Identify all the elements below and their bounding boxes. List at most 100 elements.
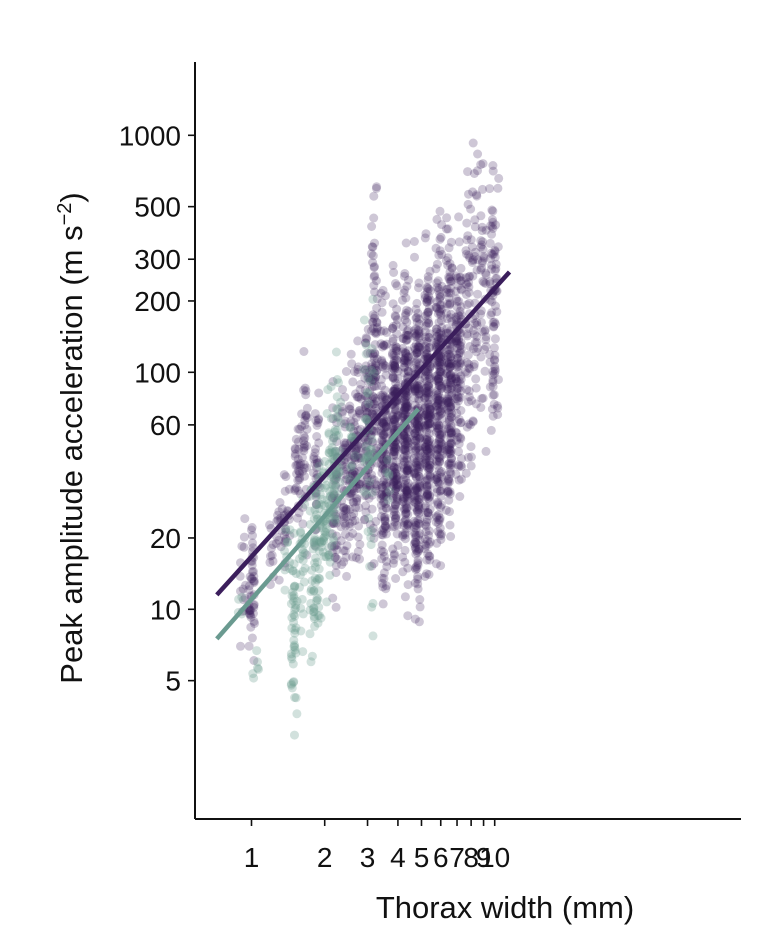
data-point [390, 361, 400, 371]
data-point [392, 304, 402, 314]
data-point [398, 411, 408, 421]
data-point [400, 444, 410, 454]
data-point [328, 403, 338, 413]
data-point [400, 348, 410, 357]
data-point [445, 300, 454, 310]
data-point [348, 377, 358, 387]
data-point [314, 586, 324, 596]
data-point [369, 368, 379, 378]
data-point [382, 556, 391, 566]
data-point [400, 398, 410, 408]
data-point [249, 576, 258, 586]
data-point [352, 483, 362, 493]
data-point [403, 355, 413, 365]
data-point [388, 336, 398, 346]
data-point [398, 496, 408, 506]
data-point [454, 393, 464, 403]
data-point [404, 307, 414, 316]
data-point [402, 489, 412, 499]
data-point [244, 581, 254, 591]
data-point [339, 512, 349, 522]
y-axis-title-close: ) [54, 192, 89, 202]
data-point [355, 539, 365, 549]
data-point [462, 300, 472, 310]
data-point [342, 474, 351, 484]
data-point [342, 504, 352, 514]
data-point [435, 529, 444, 539]
data-point [400, 464, 410, 474]
data-point [491, 264, 501, 274]
data-point [403, 463, 413, 473]
data-point [489, 390, 499, 400]
data-point [371, 426, 381, 436]
data-point [435, 234, 445, 244]
data-point [331, 347, 341, 357]
data-point [432, 214, 442, 224]
data-point [399, 403, 409, 413]
data-point [388, 447, 398, 457]
data-point [400, 402, 410, 412]
data-point [372, 317, 382, 327]
data-point [378, 362, 387, 372]
data-point [369, 351, 379, 361]
data-point [392, 474, 402, 484]
data-point [368, 324, 378, 333]
data-point [382, 416, 391, 425]
data-point [433, 500, 443, 510]
data-point [377, 307, 387, 317]
data-point [237, 541, 247, 551]
data-point [368, 294, 378, 304]
data-point [390, 486, 400, 496]
data-point [331, 412, 341, 422]
data-point [388, 373, 398, 383]
data-point [370, 271, 380, 281]
data-point [485, 238, 495, 248]
data-point [390, 517, 400, 527]
data-point [331, 602, 341, 612]
data-point [402, 492, 412, 502]
data-point [345, 504, 355, 514]
data-point [340, 440, 350, 450]
data-point [350, 367, 359, 377]
data-point [330, 553, 340, 563]
data-point [401, 446, 411, 456]
data-point [390, 362, 400, 372]
data-point [399, 453, 409, 463]
data-point [391, 457, 401, 467]
data-point [380, 429, 390, 439]
data-point [365, 348, 375, 358]
data-point [412, 434, 422, 443]
data-point [412, 483, 421, 493]
data-point [434, 411, 443, 421]
data-point [380, 516, 390, 526]
y-axis-title-main: Peak amplitude acceleration (m s [54, 225, 89, 683]
data-point [392, 474, 402, 484]
data-point [402, 486, 412, 496]
data-point [380, 465, 390, 474]
data-point [331, 480, 341, 490]
data-point [411, 463, 421, 473]
data-point [379, 491, 389, 500]
data-point [390, 475, 400, 485]
data-point [369, 399, 379, 409]
data-point [471, 383, 481, 393]
data-point [341, 552, 351, 562]
data-point [399, 355, 409, 365]
data-point [382, 467, 392, 477]
data-point [297, 551, 307, 561]
data-point [268, 540, 278, 550]
data-point [376, 391, 386, 400]
data-point [391, 471, 401, 481]
data-point [289, 610, 299, 619]
data-point [413, 584, 423, 594]
data-point [441, 505, 451, 515]
x-tick-label: 2 [317, 842, 333, 873]
data-point [352, 444, 362, 454]
data-point [327, 519, 337, 528]
data-point [403, 464, 413, 474]
data-point [360, 365, 370, 375]
data-point [370, 348, 380, 358]
data-point [249, 602, 259, 612]
data-point [403, 352, 413, 362]
data-point [329, 518, 338, 528]
